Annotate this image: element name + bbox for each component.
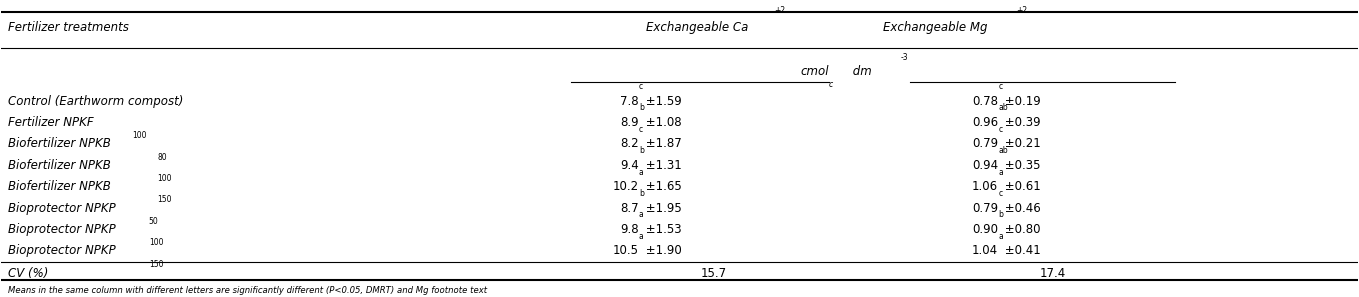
Text: 50: 50: [148, 217, 159, 226]
Text: ab: ab: [999, 146, 1008, 155]
Text: 8.2: 8.2: [620, 137, 639, 150]
Text: +2: +2: [1015, 7, 1027, 15]
Text: c: c: [639, 82, 643, 91]
Text: 0.79: 0.79: [972, 137, 999, 150]
Text: 8.9: 8.9: [620, 116, 639, 129]
Text: Biofertilizer NPKB: Biofertilizer NPKB: [8, 137, 111, 150]
Text: ±1.08: ±1.08: [641, 116, 681, 129]
Text: ±0.21: ±0.21: [1002, 137, 1041, 150]
Text: c: c: [639, 125, 643, 134]
Text: 1.06: 1.06: [972, 180, 999, 193]
Text: a: a: [639, 168, 644, 176]
Text: a: a: [639, 232, 644, 241]
Text: ±0.80: ±0.80: [1002, 223, 1041, 236]
Text: 0.78: 0.78: [972, 94, 999, 108]
Text: Fertilizer treatments: Fertilizer treatments: [8, 20, 129, 34]
Text: 0.94: 0.94: [972, 159, 999, 172]
Text: Fertilizer NPKF: Fertilizer NPKF: [8, 116, 94, 129]
Text: c: c: [999, 82, 1003, 91]
Text: ±1.95: ±1.95: [641, 202, 681, 214]
Text: ±1.53: ±1.53: [641, 223, 681, 236]
Text: ±0.39: ±0.39: [1002, 116, 1041, 129]
Text: 150: 150: [148, 260, 163, 268]
Text: 100: 100: [148, 238, 163, 247]
Text: 10.2: 10.2: [613, 180, 639, 193]
Text: a: a: [999, 232, 1003, 241]
Text: 7.8: 7.8: [620, 94, 639, 108]
Text: 15.7: 15.7: [700, 267, 727, 280]
Text: 0.90: 0.90: [972, 223, 999, 236]
Text: ±1.31: ±1.31: [641, 159, 681, 172]
Text: 1.04: 1.04: [972, 244, 999, 257]
Text: Biofertilizer NPKB: Biofertilizer NPKB: [8, 180, 111, 193]
Text: ±0.19: ±0.19: [1002, 94, 1041, 108]
Text: 9.8: 9.8: [620, 223, 639, 236]
Text: -3: -3: [901, 53, 908, 61]
Text: ±1.65: ±1.65: [641, 180, 681, 193]
Text: 80: 80: [158, 153, 167, 162]
Text: Exchangeable Ca: Exchangeable Ca: [646, 20, 747, 34]
Text: CV (%): CV (%): [8, 267, 49, 280]
Text: ±1.87: ±1.87: [641, 137, 681, 150]
Text: b: b: [639, 103, 644, 112]
Text: ±0.41: ±0.41: [1002, 244, 1041, 257]
Text: Bioprotector NPKP: Bioprotector NPKP: [8, 244, 116, 257]
Text: 100: 100: [158, 174, 171, 183]
Text: 10.5: 10.5: [613, 244, 639, 257]
Text: 9.4: 9.4: [620, 159, 639, 172]
Text: ±1.59: ±1.59: [641, 94, 681, 108]
Text: 150: 150: [158, 195, 171, 204]
Text: b: b: [639, 189, 644, 198]
Text: ab: ab: [999, 103, 1008, 112]
Text: 8.7: 8.7: [620, 202, 639, 214]
Text: ±1.90: ±1.90: [641, 244, 681, 257]
Text: 100: 100: [132, 131, 147, 140]
Text: a: a: [999, 168, 1003, 176]
Text: b: b: [639, 146, 644, 155]
Text: Exchangeable Mg: Exchangeable Mg: [883, 20, 988, 34]
Text: c: c: [999, 189, 1003, 198]
Text: Bioprotector NPKP: Bioprotector NPKP: [8, 223, 116, 236]
Text: 17.4: 17.4: [1040, 267, 1065, 280]
Text: Biofertilizer NPKB: Biofertilizer NPKB: [8, 159, 111, 172]
Text: Control (Earthworm compost): Control (Earthworm compost): [8, 94, 183, 108]
Text: dm: dm: [849, 65, 871, 78]
Text: 0.96: 0.96: [972, 116, 999, 129]
Text: a: a: [639, 210, 644, 219]
Text: +2: +2: [775, 7, 786, 15]
Text: ±0.61: ±0.61: [1002, 180, 1041, 193]
Text: b: b: [999, 210, 1003, 219]
Text: ±0.35: ±0.35: [1002, 159, 1041, 172]
Text: c: c: [829, 80, 833, 89]
Text: c: c: [999, 125, 1003, 134]
Text: ±0.46: ±0.46: [1002, 202, 1041, 214]
Text: cmol: cmol: [800, 65, 829, 78]
Text: Bioprotector NPKP: Bioprotector NPKP: [8, 202, 116, 214]
Text: 0.79: 0.79: [972, 202, 999, 214]
Text: Means in the same column with different letters are significantly different (P<0: Means in the same column with different …: [8, 286, 488, 295]
